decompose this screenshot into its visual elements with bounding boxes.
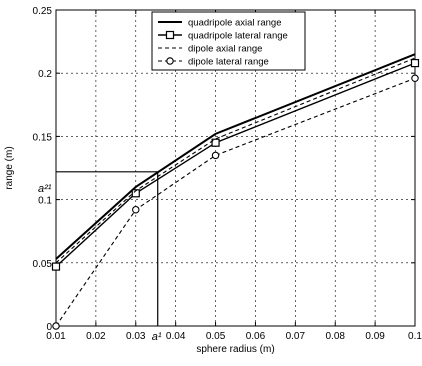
x-tick-label: 0.02 <box>86 331 106 342</box>
data-point-circle <box>53 323 59 329</box>
annotation-label-a1: a¹ <box>152 331 162 343</box>
data-point-square <box>412 60 419 67</box>
series-2 <box>56 58 415 263</box>
x-tick-label: 0.06 <box>246 331 266 342</box>
legend-swatch-circle <box>167 58 173 64</box>
legend-swatch-square <box>167 32 174 39</box>
x-tick-label: 0.05 <box>206 331 226 342</box>
x-tick-label: 0.07 <box>286 331 306 342</box>
y-tick-label: 0.15 <box>33 132 53 143</box>
series-line-2 <box>56 58 415 263</box>
x-tick-label: 0.04 <box>166 331 186 342</box>
annotation-label-a21: a²¹ <box>38 183 52 195</box>
data-point-square <box>53 263 60 270</box>
data-point-circle <box>412 75 418 81</box>
x-tick-label: 0.03 <box>126 331 146 342</box>
legend-label: dipole lateral range <box>188 57 269 68</box>
series-3 <box>53 75 418 329</box>
data-point-circle <box>133 207 139 213</box>
y-tick-label: 0 <box>46 322 52 333</box>
y-tick-label: 0.2 <box>38 69 52 80</box>
x-tick-label: 0.09 <box>365 331 385 342</box>
series-line-1 <box>56 63 415 267</box>
y-tick-label: 0.1 <box>38 196 52 207</box>
x-tick-label: 0.1 <box>408 331 422 342</box>
legend: quadripole axial range quadripole lateral… <box>152 12 305 70</box>
data-point-circle <box>212 152 218 158</box>
series-1 <box>53 60 419 271</box>
y-tick-label: 0.05 <box>33 259 53 270</box>
legend-label: dipole axial range <box>188 44 262 55</box>
x-axis-label: sphere radius (m) <box>196 344 274 355</box>
x-tick-label: 0.08 <box>325 331 345 342</box>
y-axis-label: range (m) <box>4 146 15 189</box>
y-tick-label: 0.25 <box>33 6 53 17</box>
legend-label: quadripole axial range <box>188 18 281 29</box>
legend-label: quadripole lateral range <box>188 31 288 42</box>
series-line-3 <box>56 78 415 326</box>
